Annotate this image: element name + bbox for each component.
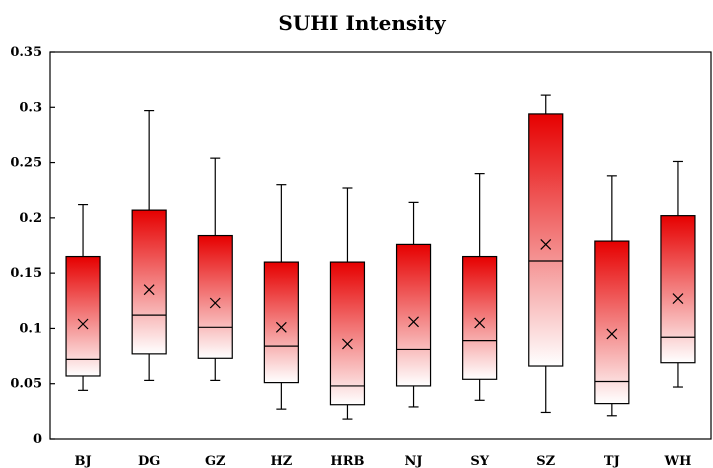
iqr-box bbox=[263, 261, 299, 384]
box-nj bbox=[395, 201, 432, 408]
x-tick-label: WH bbox=[664, 454, 692, 468]
y-tick-label: 0.35 bbox=[10, 45, 42, 60]
chart-title: SUHI Intensity bbox=[278, 11, 447, 35]
y-tick-label: 0.2 bbox=[19, 211, 42, 226]
y-tick-label: 0 bbox=[33, 432, 42, 447]
x-tick-label: SZ bbox=[536, 454, 555, 468]
x-tick-label: HRB bbox=[330, 454, 364, 468]
y-axis: 0 0.05 0.1 0.15 0.2 0.25 0.3 0.35 bbox=[10, 45, 55, 447]
x-tick-label: HZ bbox=[270, 454, 292, 468]
mean-marker bbox=[672, 293, 684, 304]
box-wh bbox=[660, 160, 696, 388]
x-tick-label: BJ bbox=[74, 454, 91, 468]
mean-marker bbox=[474, 317, 486, 329]
box-dg bbox=[131, 110, 167, 381]
plot-frame bbox=[49, 51, 712, 440]
iqr-box bbox=[65, 255, 101, 377]
iqr-box bbox=[329, 261, 366, 406]
iqr-box bbox=[660, 215, 696, 364]
x-tick-label: NJ bbox=[405, 454, 423, 468]
x-axis: BJ DG GZ HZ HRB NJ SY SZ TJ WH bbox=[74, 454, 691, 468]
x-tick-label: GZ bbox=[205, 454, 226, 468]
iqr-box bbox=[395, 243, 432, 387]
x-tick-label: TJ bbox=[604, 454, 620, 468]
mean-marker bbox=[143, 284, 155, 296]
y-tick-label: 0.25 bbox=[10, 156, 42, 171]
y-tick-label: 0.3 bbox=[19, 100, 42, 115]
box-sz bbox=[528, 94, 564, 414]
box-gz bbox=[197, 157, 233, 381]
mean-marker bbox=[275, 321, 287, 333]
mean-marker bbox=[540, 238, 552, 250]
mean-marker bbox=[209, 297, 221, 309]
box-sy bbox=[462, 173, 498, 401]
y-tick-label: 0.15 bbox=[10, 266, 42, 281]
iqr-box bbox=[131, 209, 167, 355]
box-hz bbox=[263, 184, 299, 410]
iqr-box bbox=[594, 240, 630, 405]
mean-marker bbox=[342, 338, 353, 350]
box-hrb bbox=[329, 187, 366, 420]
x-tick-label: DG bbox=[138, 454, 160, 468]
x-tick-label: SY bbox=[470, 454, 489, 468]
box-tj bbox=[594, 175, 630, 417]
iqr-box bbox=[462, 255, 498, 380]
mean-marker bbox=[606, 328, 618, 340]
box-bj bbox=[65, 203, 101, 391]
mean-marker bbox=[408, 316, 419, 328]
box-series bbox=[65, 94, 696, 420]
iqr-box bbox=[528, 113, 564, 367]
mean-marker bbox=[77, 318, 89, 330]
iqr-box bbox=[197, 234, 233, 359]
y-tick-label: 0.1 bbox=[19, 321, 42, 336]
y-tick-label: 0.05 bbox=[10, 377, 42, 392]
